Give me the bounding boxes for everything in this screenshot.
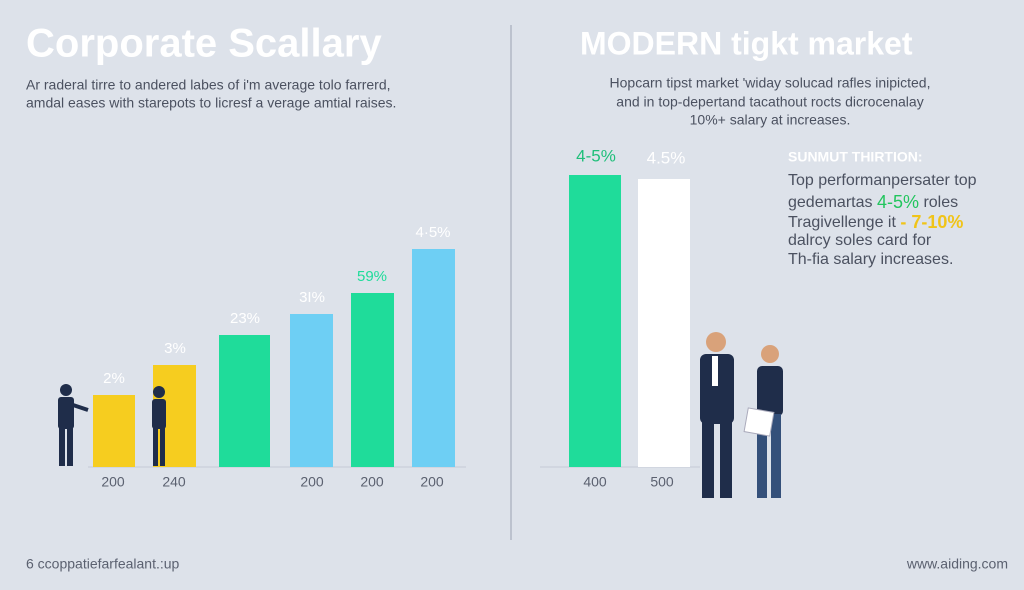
bar-label: 4-5%: [576, 146, 616, 165]
bar-label: 4·5%: [415, 224, 450, 241]
axis-label: 240: [162, 474, 186, 490]
panel-text: roles: [923, 194, 958, 211]
person: [152, 386, 166, 466]
panel-highlight: - 7-10%: [900, 212, 963, 232]
bar-label: 59%: [357, 268, 387, 285]
bar-label: 4.5%: [647, 148, 686, 167]
left-subtitle: amdal eases with starepots to licresf a …: [26, 95, 396, 111]
panel-highlight: 4-5%: [877, 192, 919, 212]
axis-label: 500: [650, 474, 674, 490]
panel-text: gedemartas: [788, 194, 873, 211]
right-subtitle: 10%+ salary at increases.: [690, 112, 851, 128]
bar-label: 23%: [230, 310, 260, 327]
right-subtitle: Hopcarn tipst market 'widay solucad rafl…: [610, 75, 931, 91]
axis-label: 200: [101, 474, 125, 490]
axis-label: 200: [360, 474, 384, 490]
bar-label: 3%: [164, 340, 186, 357]
panel-line: dalrcy soles card for: [788, 232, 932, 249]
bar: [290, 314, 333, 467]
person: [700, 332, 734, 498]
person: [743, 345, 783, 498]
panel-heading: SUNMUT THIRTION:: [788, 149, 923, 165]
footer-right: www.aiding.com: [906, 556, 1008, 572]
panel-line: Top performanpersater top: [788, 172, 977, 189]
left-subtitle: Ar raderal tirre to andered labes of i'm…: [26, 77, 391, 93]
bar-label: 2%: [103, 370, 125, 387]
bar: [638, 179, 690, 467]
right-subtitle: and in top-depertand tacathout rocts dic…: [616, 94, 923, 110]
left-title: Corporate Scallary: [26, 22, 382, 66]
bar: [569, 175, 621, 467]
axis-label: 200: [300, 474, 324, 490]
panel-text: Tragivellenge it: [788, 214, 896, 231]
bar: [219, 335, 270, 467]
footer-left: 6 ccoppatiefarfealant.:up: [26, 556, 180, 572]
person: [58, 384, 89, 466]
panel-line: gedemartas 4-5% roles: [788, 192, 958, 212]
axis-label: 200: [420, 474, 444, 490]
bar: [351, 293, 394, 467]
panel-line: Th-fia salary increases.: [788, 251, 953, 268]
bar: [412, 249, 455, 467]
bar: [93, 395, 135, 467]
axis-label: 400: [583, 474, 607, 490]
bar-label: 3I%: [299, 289, 325, 306]
right-title: MODERN tigkt market: [580, 25, 913, 61]
panel-line: Tragivellenge it - 7-10%: [788, 212, 963, 232]
